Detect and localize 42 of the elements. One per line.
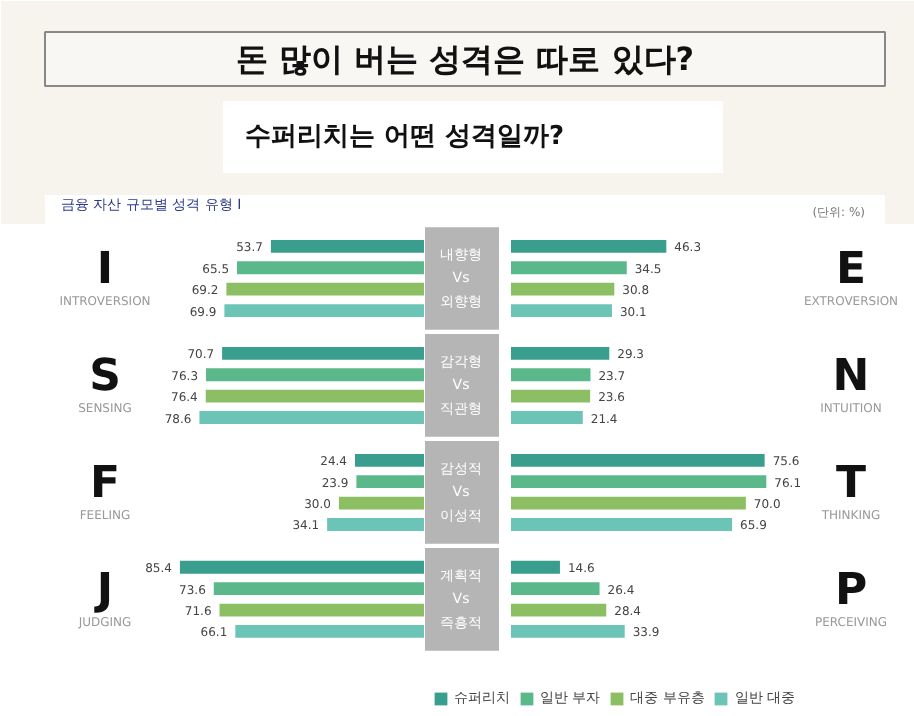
bar (356, 475, 424, 489)
chart-title: 돈 많이 버는 성격은 따로 있다? (235, 40, 695, 78)
bar (510, 239, 667, 253)
bar (510, 346, 610, 360)
bar (338, 496, 424, 510)
text: N (832, 351, 870, 402)
bar (270, 239, 424, 253)
bar (510, 261, 627, 275)
bar (510, 496, 746, 510)
text: J (92, 565, 114, 616)
bar (354, 453, 424, 467)
bar (205, 389, 424, 403)
bar (510, 282, 615, 296)
bar (510, 518, 733, 531)
bar (510, 368, 591, 382)
bar (199, 411, 424, 424)
text: F (89, 458, 121, 509)
bar (510, 453, 765, 467)
chart-subtitle: 수퍼리치는 어떤 성격일까? (245, 122, 565, 152)
text: P (834, 565, 868, 616)
bar (510, 603, 607, 617)
bar (235, 625, 424, 638)
bar (179, 560, 424, 574)
bar (224, 304, 424, 317)
bar (226, 282, 424, 296)
bar (510, 582, 600, 596)
text: T (835, 458, 867, 509)
bar (510, 389, 591, 403)
bar (237, 261, 424, 275)
text: E (835, 244, 867, 295)
bar (510, 411, 583, 424)
bar (510, 304, 612, 317)
text: S (89, 351, 121, 402)
bar (213, 582, 424, 596)
bar (327, 518, 424, 531)
bar (510, 625, 625, 638)
text: I (96, 244, 114, 295)
bar (206, 368, 424, 382)
bar (510, 475, 767, 489)
bar (222, 346, 424, 360)
bar (219, 603, 424, 617)
bar (510, 560, 560, 574)
